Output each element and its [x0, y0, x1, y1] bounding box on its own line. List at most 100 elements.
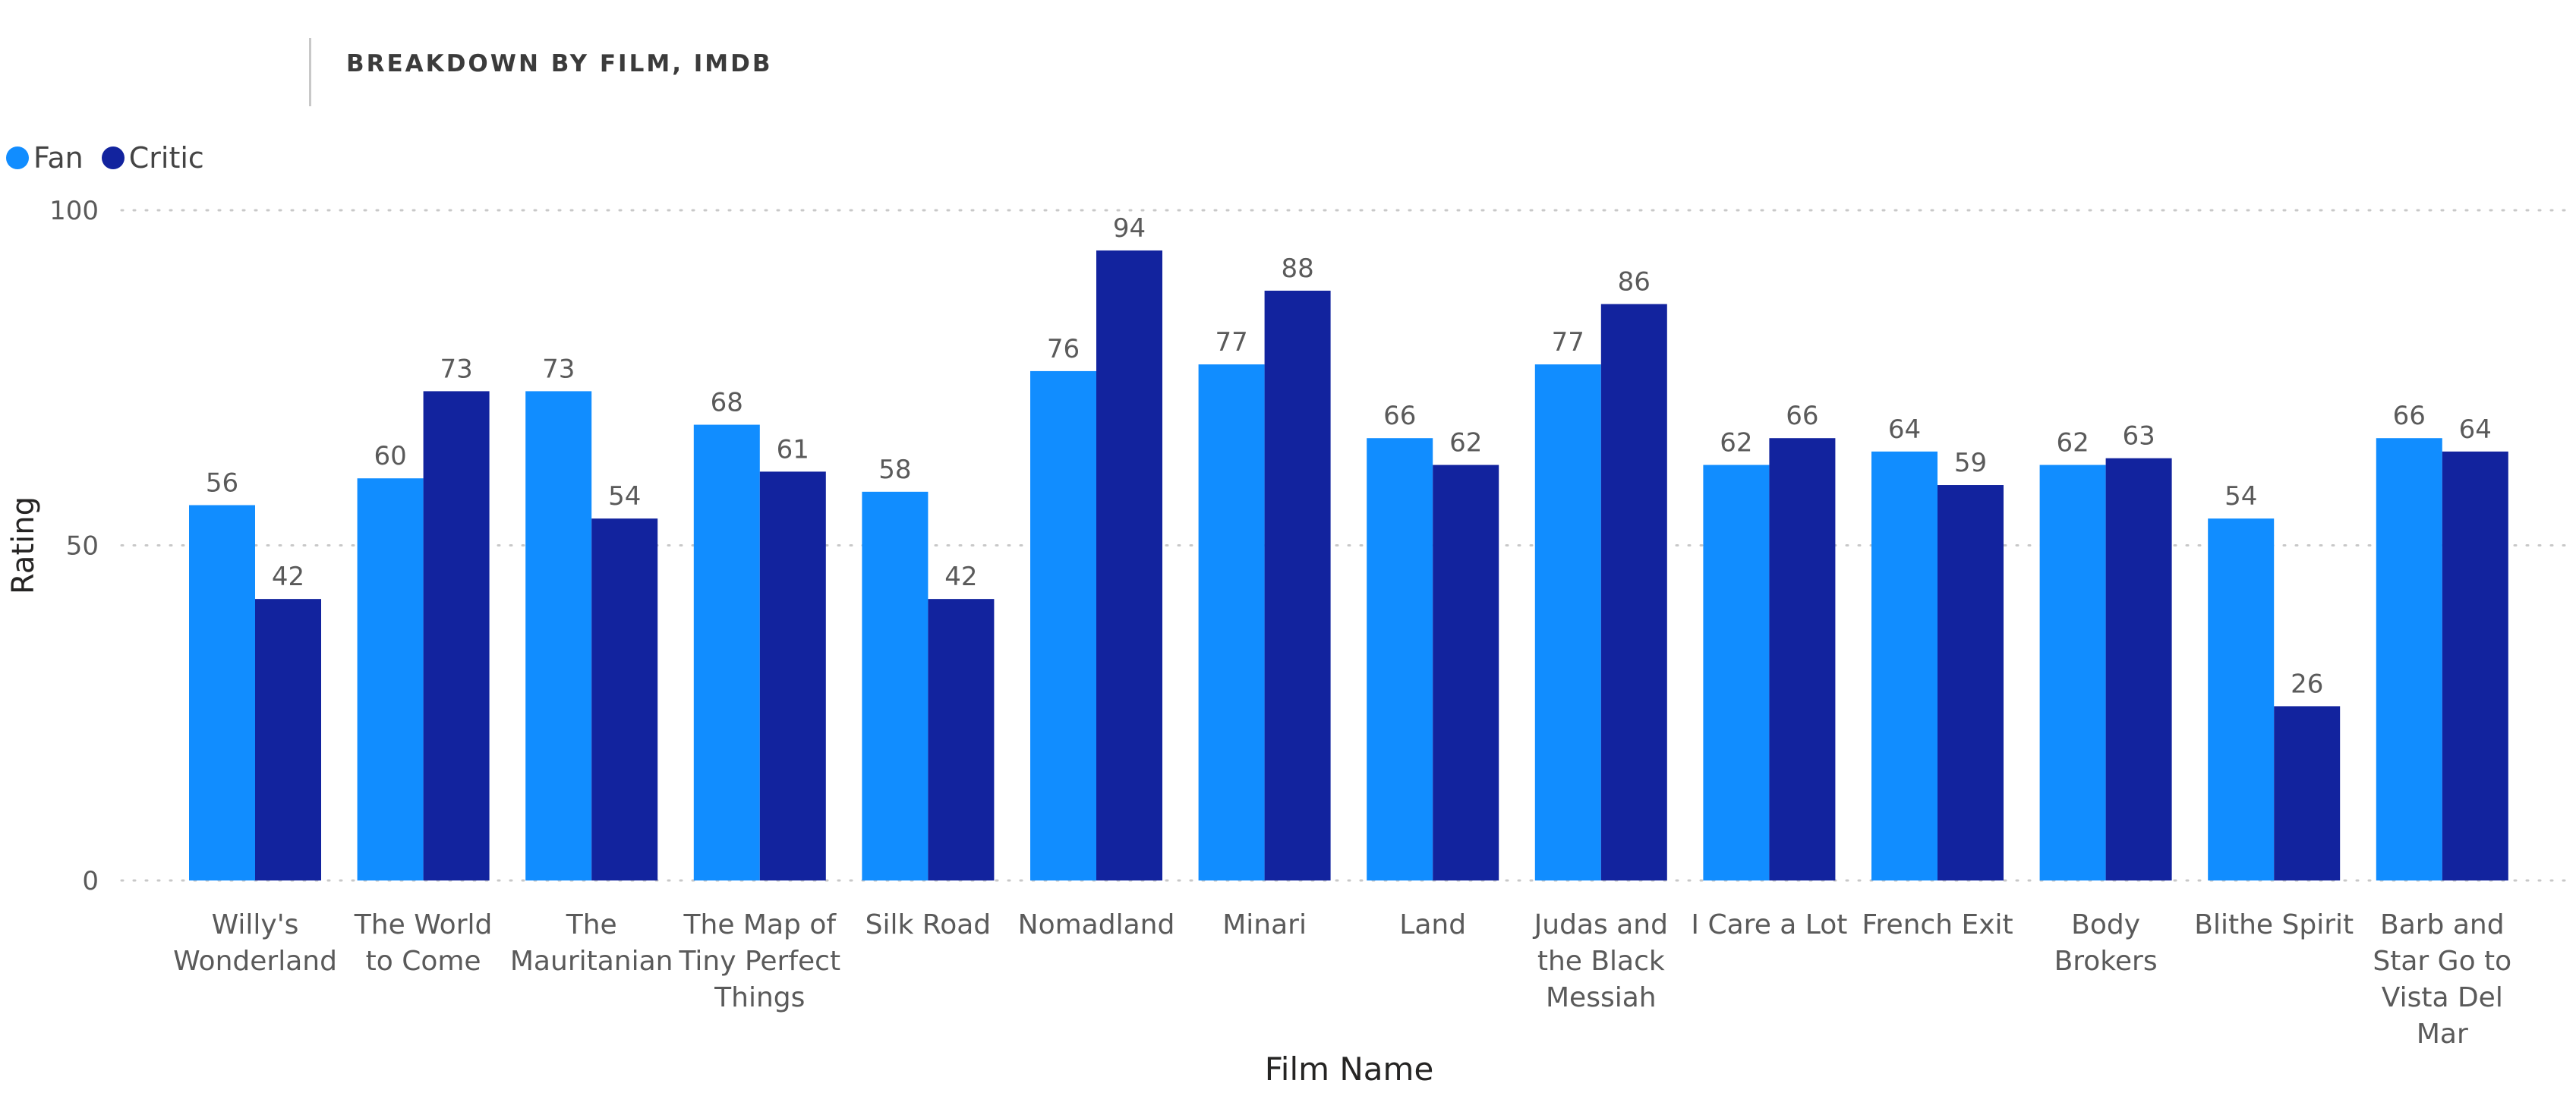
- x-tick-label-line: Vista Del: [2382, 982, 2503, 1013]
- bar-critic: [2105, 458, 2172, 880]
- data-label: 86: [1618, 267, 1651, 298]
- data-label: 54: [608, 481, 641, 512]
- bar-fan: [189, 505, 255, 880]
- data-label: 64: [1888, 414, 1921, 445]
- x-tick-label: Minari: [1222, 909, 1307, 940]
- bar-fan: [1367, 438, 1433, 880]
- bar-fan: [357, 478, 424, 880]
- bar-critic: [1433, 465, 1499, 880]
- x-tick-label-line: The Map of: [683, 909, 837, 940]
- x-tick-label: Barb and Star Go to Vista Del Mar: [2373, 909, 2511, 1050]
- data-label: 64: [2459, 414, 2492, 445]
- data-label: 26: [2291, 669, 2323, 699]
- x-tick-label: Willy's Wonderland: [173, 909, 337, 977]
- x-tick-label: Judas and the Black Messiah: [1533, 909, 1668, 1013]
- x-tick-label: I Care a Lot: [1691, 909, 1847, 940]
- data-label: 63: [2122, 421, 2155, 452]
- bar-fan: [2208, 518, 2275, 880]
- legend-label-critic: Critic: [128, 141, 204, 175]
- legend-item-critic[interactable]: Critic: [101, 141, 204, 175]
- data-label: 73: [440, 354, 472, 384]
- x-tick-label-line: Silk Road: [865, 909, 991, 940]
- legend: Fan Critic: [6, 141, 215, 175]
- bar-critic: [1938, 485, 2004, 880]
- data-label: 56: [206, 468, 238, 499]
- bar-fan: [2039, 465, 2106, 880]
- bar-critic: [1769, 438, 1836, 880]
- x-tick-label: Nomadland: [1018, 909, 1175, 940]
- bar-critic: [1096, 250, 1162, 881]
- x-tick-label-line: to Come: [366, 946, 481, 977]
- bar-fan: [1534, 364, 1601, 881]
- x-tick-label: The Mauritanian: [510, 909, 673, 977]
- bar-fan: [1703, 465, 1770, 880]
- bar-fan: [2376, 438, 2442, 880]
- data-label: 62: [1449, 428, 1482, 458]
- data-label: 76: [1047, 334, 1080, 364]
- x-tick-label-line: Brokers: [2054, 946, 2158, 977]
- bar-critic: [2274, 706, 2341, 880]
- title-divider: [309, 38, 311, 106]
- x-tick-label-line: Blithe Spirit: [2194, 909, 2354, 940]
- data-label: 88: [1281, 254, 1313, 284]
- data-label: 66: [1383, 401, 1416, 431]
- data-label: 59: [1954, 448, 1987, 478]
- bar-fan: [1030, 370, 1096, 880]
- x-tick-label-line: Things: [714, 982, 805, 1013]
- x-tick-label-line: Mauritanian: [510, 946, 673, 977]
- data-label: 94: [1113, 213, 1146, 244]
- legend-item-fan[interactable]: Fan: [6, 141, 84, 175]
- data-label: 42: [944, 562, 977, 592]
- x-tick-label-line: Tiny Perfect: [679, 946, 841, 977]
- x-tick-label-line: Mar: [2417, 1019, 2468, 1050]
- x-tick-label-line: Wonderland: [173, 946, 337, 977]
- x-tick-label: Blithe Spirit: [2194, 909, 2354, 940]
- x-tick-label-line: Barb and: [2380, 909, 2505, 940]
- bar-critic: [423, 391, 490, 880]
- data-label: 61: [777, 434, 809, 465]
- x-tick-label: Body Brokers: [2054, 909, 2158, 977]
- x-tick-label: Land: [1399, 909, 1466, 940]
- x-tick-label-line: the Black: [1537, 946, 1665, 977]
- bar-critic: [1264, 290, 1331, 881]
- legend-dot-fan: [6, 146, 29, 169]
- data-label: 77: [1552, 327, 1584, 358]
- x-tick-label-line: Messiah: [1546, 982, 1657, 1013]
- x-tick-label-line: Willy's: [212, 909, 299, 940]
- bar-fan: [862, 491, 929, 880]
- x-tick-label: The World to Come: [354, 909, 493, 977]
- legend-label-fan: Fan: [33, 141, 84, 175]
- data-label: 77: [1215, 327, 1247, 358]
- legend-dot-critic: [101, 146, 125, 169]
- data-label: 73: [542, 354, 575, 384]
- data-label: 66: [2393, 401, 2426, 431]
- x-tick-label-line: I Care a Lot: [1691, 909, 1847, 940]
- y-tick-label: 0: [82, 866, 99, 896]
- x-tick-label-line: Land: [1399, 909, 1466, 940]
- chart-title: BREAKDOWN BY FILM, IMDB: [346, 50, 773, 77]
- x-tick-label: Silk Road: [865, 909, 991, 940]
- data-label: 68: [711, 388, 743, 418]
- x-tick-label-line: Body: [2071, 909, 2140, 940]
- data-label: 62: [2056, 428, 2089, 458]
- bar-critic: [591, 518, 658, 880]
- x-tick-label-line: The World: [354, 909, 493, 940]
- x-tick-label-line: Star Go to: [2373, 946, 2511, 977]
- x-axis-title: Film Name: [1265, 1050, 1434, 1088]
- bar-fan: [693, 424, 760, 880]
- data-label: 60: [374, 441, 406, 471]
- x-tick-label-line: Minari: [1222, 909, 1307, 940]
- x-tick-label-line: Judas and: [1533, 909, 1668, 940]
- bar-critic: [255, 599, 321, 880]
- y-axis-title: Rating: [6, 496, 41, 594]
- data-label: 54: [2224, 481, 2257, 512]
- y-tick-label: 50: [66, 531, 99, 562]
- bar-fan: [1871, 451, 1938, 880]
- x-tick-label: French Exit: [1862, 909, 2013, 940]
- bar-critic: [2442, 451, 2508, 880]
- bar-fan: [1198, 364, 1265, 881]
- x-tick-label-line: Nomadland: [1018, 909, 1175, 940]
- x-tick-label: The Map of Tiny Perfect Things: [679, 909, 841, 1013]
- x-tick-label-line: French Exit: [1862, 909, 2013, 940]
